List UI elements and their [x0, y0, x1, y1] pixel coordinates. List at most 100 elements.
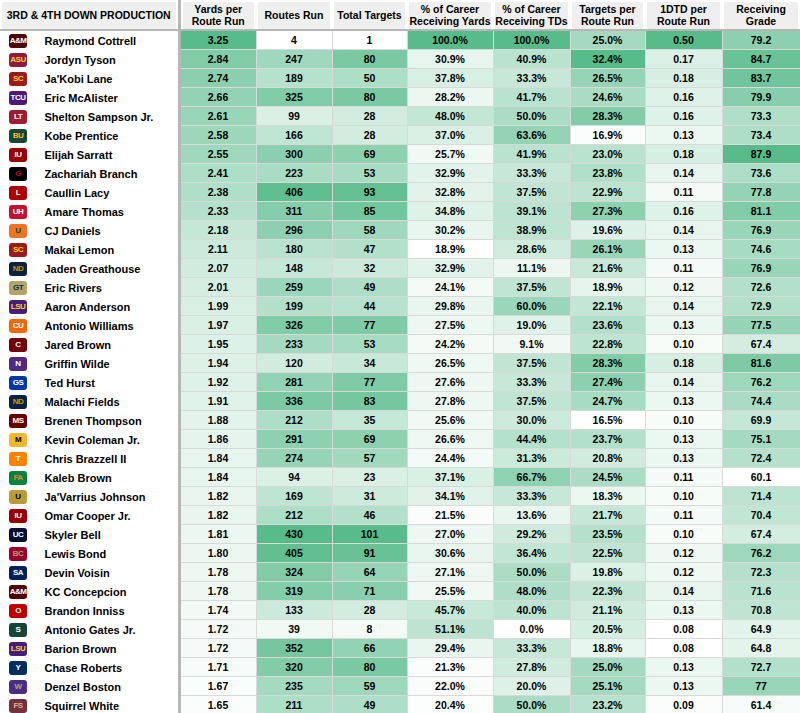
stat-cell[interactable]: 27.4% — [570, 373, 645, 392]
stat-cell[interactable]: 0.13 — [645, 601, 722, 620]
stat-cell[interactable]: 0.50 — [645, 30, 722, 50]
stat-cell[interactable]: 1.78 — [179, 582, 256, 601]
stat-cell[interactable]: 20.4% — [407, 696, 493, 713]
stat-cell[interactable]: 1.74 — [179, 601, 256, 620]
stat-cell[interactable]: 2.55 — [179, 145, 256, 164]
stat-cell[interactable]: 28 — [332, 601, 407, 620]
stat-cell[interactable]: 76.2 — [722, 373, 800, 392]
stat-cell[interactable]: 21.7% — [570, 506, 645, 525]
stat-cell[interactable]: 84.7 — [722, 50, 800, 69]
stat-cell[interactable]: 44.4% — [493, 430, 570, 449]
player-cell[interactable]: O Brandon Inniss — [0, 601, 179, 620]
stat-cell[interactable]: 19.6% — [570, 221, 645, 240]
stat-cell[interactable]: 38.9% — [493, 221, 570, 240]
stat-cell[interactable]: 311 — [256, 202, 332, 221]
stat-cell[interactable]: 34.8% — [407, 202, 493, 221]
stat-cell[interactable]: 33.3% — [493, 639, 570, 658]
stat-cell[interactable]: 44 — [332, 297, 407, 316]
stat-cell[interactable]: 1.84 — [179, 449, 256, 468]
stat-cell[interactable]: 80 — [332, 658, 407, 677]
stat-cell[interactable]: 352 — [256, 639, 332, 658]
stat-cell[interactable]: 64.8 — [722, 639, 800, 658]
stat-cell[interactable]: 0.10 — [645, 411, 722, 430]
stat-cell[interactable]: 23.6% — [570, 316, 645, 335]
stat-cell[interactable]: 66.7% — [493, 468, 570, 487]
stat-cell[interactable]: 29.8% — [407, 297, 493, 316]
stat-cell[interactable]: 23.0% — [570, 145, 645, 164]
stat-cell[interactable]: 26.5% — [407, 354, 493, 373]
stat-cell[interactable]: 166 — [256, 126, 332, 145]
player-cell[interactable]: ND Malachi Fields — [0, 392, 179, 411]
stat-cell[interactable]: 37.5% — [493, 278, 570, 297]
player-cell[interactable]: U CJ Daniels — [0, 221, 179, 240]
stat-cell[interactable]: 235 — [256, 677, 332, 696]
stat-cell[interactable]: 0.13 — [645, 658, 722, 677]
stat-cell[interactable]: 3.25 — [179, 30, 256, 50]
stat-cell[interactable]: 50.0% — [493, 563, 570, 582]
stat-cell[interactable]: 53 — [332, 164, 407, 183]
stat-cell[interactable]: 274 — [256, 449, 332, 468]
stat-cell[interactable]: 34.1% — [407, 487, 493, 506]
stat-cell[interactable]: 0.14 — [645, 221, 722, 240]
column-header-routes-run[interactable]: Routes Run — [256, 0, 332, 30]
player-cell[interactable]: SC Ja'Kobi Lane — [0, 69, 179, 88]
stat-cell[interactable]: 233 — [256, 335, 332, 354]
stat-cell[interactable]: 83 — [332, 392, 407, 411]
stat-cell[interactable]: 13.6% — [493, 506, 570, 525]
stat-cell[interactable]: 2.07 — [179, 259, 256, 278]
player-cell[interactable]: FA Kaleb Brown — [0, 468, 179, 487]
stat-cell[interactable]: 50.0% — [493, 107, 570, 126]
player-cell[interactable]: A&M Raymond Cottrell — [0, 30, 179, 50]
stat-cell[interactable]: 0.18 — [645, 69, 722, 88]
player-cell[interactable]: W Denzel Boston — [0, 677, 179, 696]
stat-cell[interactable]: 49 — [332, 696, 407, 713]
stat-cell[interactable]: 73.6 — [722, 164, 800, 183]
stat-cell[interactable]: 0.16 — [645, 88, 722, 107]
stat-cell[interactable]: 37.1% — [407, 468, 493, 487]
stat-cell[interactable]: 259 — [256, 278, 332, 297]
stat-cell[interactable]: 64 — [332, 563, 407, 582]
stat-cell[interactable]: 0.08 — [645, 620, 722, 639]
stat-cell[interactable]: 430 — [256, 525, 332, 544]
stat-cell[interactable]: 27.8% — [407, 392, 493, 411]
stat-cell[interactable]: 0.09 — [645, 696, 722, 713]
stat-cell[interactable]: 148 — [256, 259, 332, 278]
stat-cell[interactable]: 120 — [256, 354, 332, 373]
stat-cell[interactable]: 25.6% — [407, 411, 493, 430]
stat-cell[interactable]: 81.1 — [722, 202, 800, 221]
player-cell[interactable]: C Jared Brown — [0, 335, 179, 354]
stat-cell[interactable]: 37.8% — [407, 69, 493, 88]
stat-cell[interactable]: 64.9 — [722, 620, 800, 639]
stat-cell[interactable]: 21.5% — [407, 506, 493, 525]
column-header-total-targets[interactable]: Total Targets — [332, 0, 407, 30]
stat-cell[interactable]: 26.5% — [570, 69, 645, 88]
stat-cell[interactable]: 66 — [332, 639, 407, 658]
stat-cell[interactable]: 2.01 — [179, 278, 256, 297]
player-cell[interactable]: N Griffin Wilde — [0, 354, 179, 373]
stat-cell[interactable]: 26.1% — [570, 240, 645, 259]
stat-cell[interactable]: 296 — [256, 221, 332, 240]
column-header-1dtd-per-route-run[interactable]: 1DTD per Route Run — [645, 0, 722, 30]
stat-cell[interactable]: 101 — [332, 525, 407, 544]
stat-cell[interactable]: 35 — [332, 411, 407, 430]
stat-cell[interactable]: 2.38 — [179, 183, 256, 202]
stat-cell[interactable]: 22.5% — [570, 544, 645, 563]
stat-cell[interactable]: 336 — [256, 392, 332, 411]
stat-cell[interactable]: 2.84 — [179, 50, 256, 69]
stat-cell[interactable]: 133 — [256, 601, 332, 620]
player-cell[interactable]: CU Antonio Williams — [0, 316, 179, 335]
stat-cell[interactable]: 0.0% — [493, 620, 570, 639]
player-cell[interactable]: ND Jaden Greathouse — [0, 259, 179, 278]
stat-cell[interactable]: 60.1 — [722, 468, 800, 487]
player-cell[interactable]: G Zachariah Branch — [0, 164, 179, 183]
stat-cell[interactable]: 32.9% — [407, 164, 493, 183]
stat-cell[interactable]: 1.80 — [179, 544, 256, 563]
stat-cell[interactable]: 0.08 — [645, 639, 722, 658]
stat-cell[interactable]: 16.9% — [570, 126, 645, 145]
stat-cell[interactable]: 1.97 — [179, 316, 256, 335]
stat-cell[interactable]: 2.66 — [179, 88, 256, 107]
stat-cell[interactable]: 47 — [332, 240, 407, 259]
stat-cell[interactable]: 70.8 — [722, 601, 800, 620]
stat-cell[interactable]: 58 — [332, 221, 407, 240]
stat-cell[interactable]: 0.16 — [645, 202, 722, 221]
